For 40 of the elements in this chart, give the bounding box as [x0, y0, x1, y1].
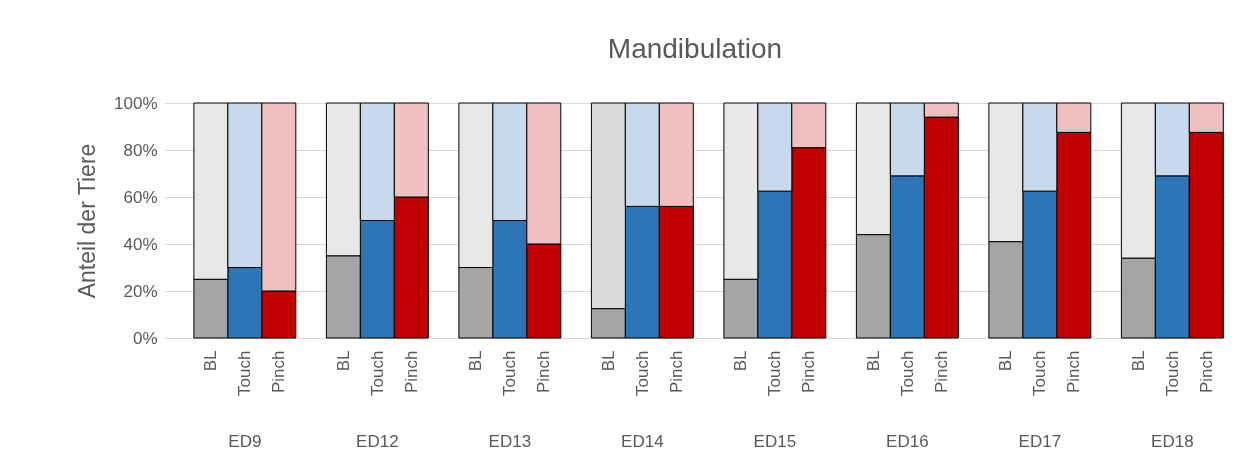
x-tick-label: Touch: [235, 350, 255, 396]
y-tick-label: 40%: [123, 234, 158, 254]
text: ED15: [753, 432, 797, 451]
y-tick-label: 20%: [123, 281, 158, 301]
x-tick-label: BL: [598, 350, 618, 372]
x-tick-label: Pinch: [269, 350, 289, 394]
x-tick-label: BL: [201, 350, 221, 372]
x-tick-label: Pinch: [1064, 350, 1084, 394]
text: ED16: [886, 432, 929, 451]
x-tick-label: Touch: [632, 350, 652, 396]
x-tick-label: BL: [466, 350, 486, 372]
x-tick-label: Touch: [367, 350, 387, 396]
x-tick-label: BL: [333, 350, 353, 372]
x-tick-label: Pinch: [931, 350, 951, 394]
x-tick-label: Touch: [765, 350, 785, 396]
y-tick-label: 0%: [132, 328, 158, 348]
text: ED9: [228, 432, 262, 451]
x-tick-label: BL: [731, 350, 751, 372]
text: ED17: [1018, 432, 1062, 451]
y-tick-label: 80%: [123, 140, 158, 160]
x-tick-label: BL: [863, 350, 883, 372]
x-tick-label: Touch: [1030, 350, 1050, 396]
x-tick-label: Touch: [1162, 350, 1182, 396]
x-tick-label: Pinch: [401, 350, 421, 394]
x-tick-label: BL: [996, 350, 1016, 372]
x-tick-label: Pinch: [666, 350, 686, 394]
y-tick-label: 100%: [114, 93, 158, 113]
y-axis-title: Anteil der Tiere: [74, 143, 101, 299]
x-tick-label: Pinch: [799, 350, 819, 394]
text: ED12: [356, 432, 399, 451]
x-tick-label: Touch: [500, 350, 520, 396]
x-tick-label: Pinch: [1196, 350, 1216, 394]
y-tick-label: 60%: [123, 187, 158, 207]
x-tick-label: Pinch: [534, 350, 554, 394]
chart-title: Mandibulation: [607, 33, 783, 64]
text: ED14: [621, 432, 664, 451]
x-tick-label: BL: [1128, 350, 1148, 372]
x-tick-label: Touch: [897, 350, 917, 396]
text: ED13: [488, 432, 532, 451]
text: ED18: [1151, 432, 1194, 451]
